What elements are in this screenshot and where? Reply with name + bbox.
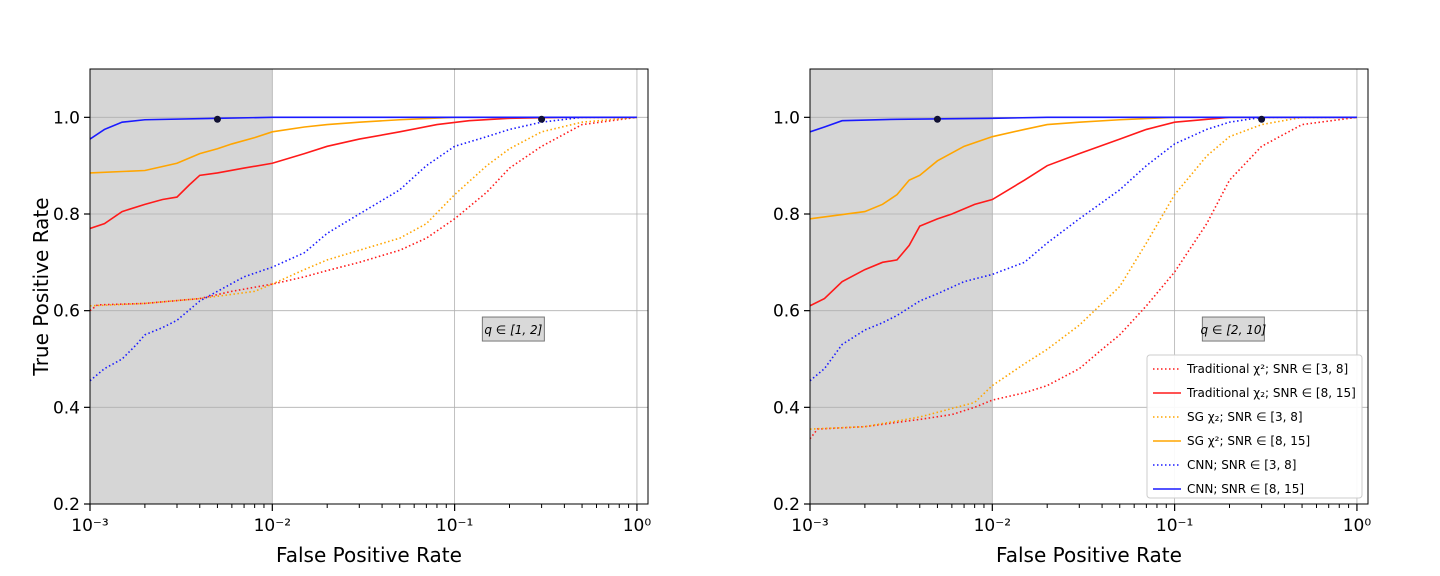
- axes-frame: [89, 68, 649, 505]
- chart-panel-1: 10⁻³ 10⁻² 10⁻¹ 10⁰ 0.2 0.4 0.6 0.8 1.0 False Posi…: [29, 68, 652, 567]
- series-line-blue-solid: [810, 116, 1357, 133]
- x-tick-label: 10⁻²: [974, 516, 1011, 536]
- legend-label: SG χ²; SNR ∈ [8, 15]: [1187, 434, 1310, 448]
- series-line-red-dotted: [90, 116, 638, 312]
- x-tick-label: 10⁰: [623, 516, 652, 536]
- annotation-text: q ∈ [2, 10]: [1201, 323, 1267, 337]
- legend-box: [1146, 354, 1363, 499]
- y-tick-label: 0.2: [773, 495, 800, 515]
- x-tick-label: 10⁻³: [71, 516, 108, 536]
- y-tick-label: 0.4: [53, 398, 80, 418]
- shaded-region: [90, 69, 273, 504]
- x-tick-label: 10⁻¹: [436, 516, 473, 536]
- series-line-blue-solid: [90, 116, 637, 140]
- y-axis-label: True Positive Rate: [29, 197, 53, 376]
- x-tick-label: 10⁰: [1343, 516, 1372, 536]
- series-line-red-solid: [810, 116, 1357, 307]
- y-tick-label: 0.8: [53, 205, 80, 225]
- x-axis-label: False Positive Rate: [996, 543, 1182, 567]
- chart-panel-2: 10⁻³ 10⁻² 10⁻¹ 10⁰ 0.2 0.4 0.6 0.8 1.0 False Posi…: [773, 68, 1372, 567]
- threshold-marker: [933, 115, 941, 123]
- annotation-box: [481, 316, 545, 342]
- legend-label: SG χ₂; SNR ∈ [3, 8]: [1187, 410, 1303, 424]
- x-tick-label: 10⁻³: [791, 516, 828, 536]
- series-group: [90, 116, 638, 382]
- series-group: [810, 116, 1358, 440]
- legend-label: Traditional χ₂; SNR ∈ [8, 15]: [1186, 386, 1356, 400]
- y-tick-label: 1.0: [53, 108, 80, 128]
- annotation-box: [1201, 316, 1265, 342]
- y-tick-label: 0.2: [53, 495, 80, 515]
- series-line-red-solid: [90, 116, 637, 230]
- series-line-orange-solid: [810, 116, 1357, 220]
- threshold-marker: [213, 115, 221, 123]
- shaded-region: [810, 69, 993, 504]
- axes-frame: [809, 68, 1369, 505]
- y-tick-label: 1.0: [773, 108, 800, 128]
- legend-label: CNN; SNR ∈ [3, 8]: [1187, 458, 1296, 472]
- x-tick-label: 10⁻²: [254, 516, 291, 536]
- legend-label: Traditional χ²; SNR ∈ [3, 8]: [1186, 362, 1348, 376]
- annotation-text: q ∈ [1, 2]: [484, 323, 542, 337]
- legend-label: CNN; SNR ∈ [8, 15]: [1187, 482, 1304, 496]
- x-axis-label: False Positive Rate: [276, 543, 462, 567]
- y-tick-label: 0.6: [53, 302, 80, 322]
- series-line-orange-dotted: [90, 116, 638, 307]
- threshold-marker: [538, 115, 546, 123]
- x-tick-label: 10⁻¹: [1156, 516, 1193, 536]
- y-tick-label: 0.8: [773, 205, 800, 225]
- y-tick-label: 0.4: [773, 398, 800, 418]
- series-line-blue-dotted: [810, 116, 1357, 382]
- series-line-orange-solid: [90, 116, 637, 174]
- y-tick-label: 0.6: [773, 302, 800, 322]
- threshold-marker: [1258, 115, 1266, 123]
